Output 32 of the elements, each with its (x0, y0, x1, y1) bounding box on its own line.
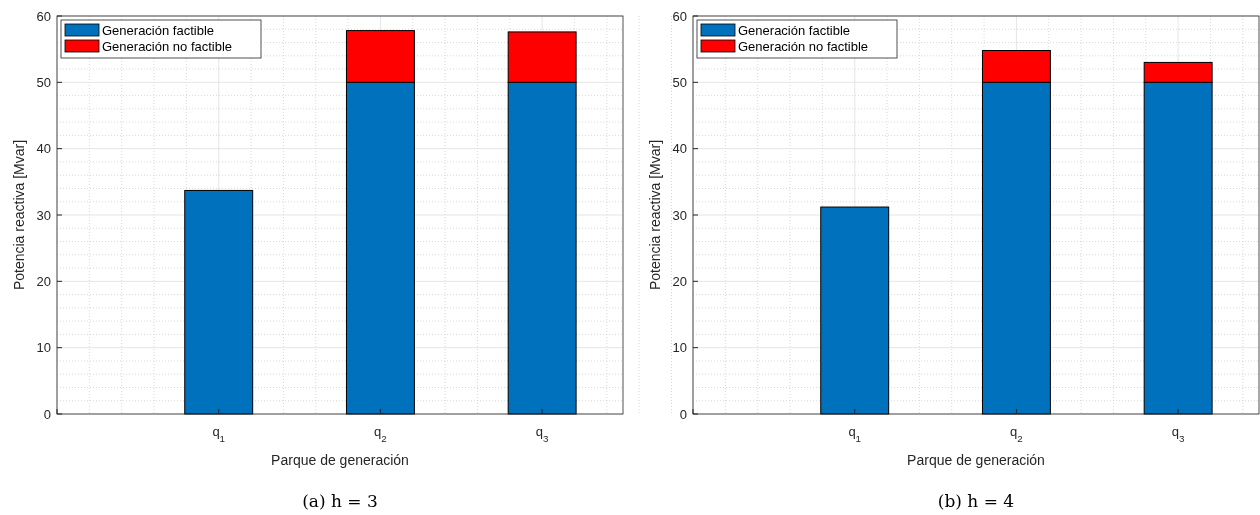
y-tick-label: 40 (36, 141, 51, 157)
y-tick-label: 50 (36, 74, 51, 90)
y-tick-label: 20 (672, 273, 687, 289)
legend-label: Generación factible (102, 22, 215, 38)
x-tick-label: q$_{3}$ (535, 424, 549, 444)
x-tick-label: q$_{2}$ (374, 424, 387, 444)
x-axis-title: Parque de generación (907, 452, 1045, 468)
y-tick-label: 0 (679, 406, 687, 422)
x-tick-label: q$_{3}$ (1171, 424, 1185, 444)
bar (820, 206, 890, 415)
x-tick-label: q$_{1}$ (848, 424, 862, 444)
y-tick-label: 20 (36, 273, 51, 289)
y-tick-label: 40 (672, 141, 687, 157)
y-tick-label: 60 (36, 8, 51, 24)
y-tick-label: 60 (672, 8, 687, 24)
legend-label: Generación no factible (102, 38, 233, 54)
y-axis-title: Potencia reactiva [Mvar] (11, 139, 27, 291)
text: (b) h = 4 (937, 491, 1015, 511)
x-tick-label: q$_{1}$ (212, 424, 226, 444)
y-tick-label: 30 (672, 207, 687, 223)
legend-label: Generación factible (738, 22, 851, 38)
bar (184, 189, 254, 415)
text: (a) h = 3 (302, 491, 378, 511)
legend-label: Generación no factible (738, 38, 869, 54)
y-tick-label: 0 (43, 406, 51, 422)
y-tick-label: 50 (672, 74, 687, 90)
y-tick-label: 10 (672, 340, 687, 356)
x-axis-title: Parque de generación (271, 452, 409, 468)
x-tick-label: q$_{2}$ (1010, 424, 1023, 444)
y-tick-label: 10 (36, 340, 51, 356)
y-tick-label: 30 (36, 207, 51, 223)
y-axis-title: Potencia reactiva [Mvar] (647, 139, 663, 291)
